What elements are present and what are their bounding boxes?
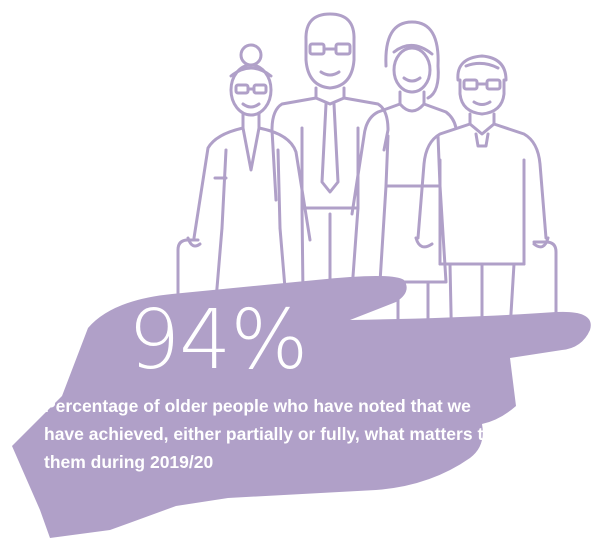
walking-cane-icon: [532, 240, 558, 322]
percentage-stat: 94%: [128, 293, 308, 388]
walking-cane-icon: [176, 238, 200, 302]
woman-with-glasses-icon: [186, 43, 312, 302]
older-man-with-glasses-icon: [414, 54, 550, 362]
stat-description: Percentage of older people who have note…: [44, 396, 494, 472]
hand-icon: [12, 276, 591, 538]
